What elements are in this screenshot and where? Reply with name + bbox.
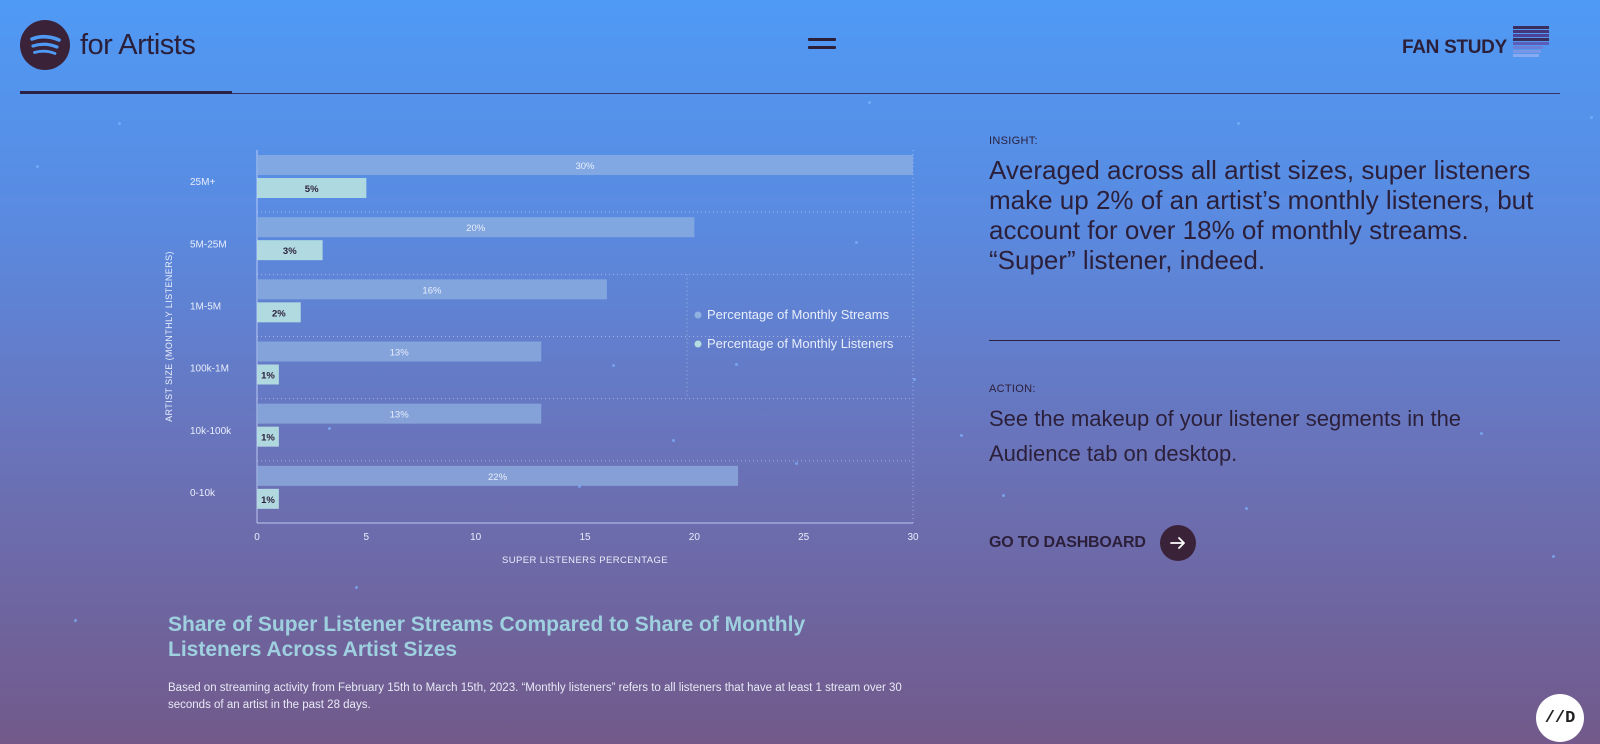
listeners-bar-label: 3% <box>283 246 297 257</box>
streams-bar-label: 30% <box>575 161 595 172</box>
listeners-bar <box>257 426 279 447</box>
header-divider <box>20 93 1560 94</box>
streams-bar-label: 13% <box>390 348 410 359</box>
listeners-bar <box>257 364 279 385</box>
legend-label: Percentage of Monthly Listeners <box>707 336 894 351</box>
y-axis-title: ARTIST SIZE (MONTHLY LISTENERS) <box>164 251 174 422</box>
insight-label: INSIGHT: <box>989 135 1038 147</box>
fan-study-link[interactable]: FAN STUDY <box>1402 26 1549 64</box>
category-tick-label: 100k-1M <box>190 364 229 375</box>
hamburger-menu-icon[interactable] <box>808 38 836 50</box>
spotify-icon <box>20 20 70 70</box>
category-tick-label: 0-10k <box>190 488 216 499</box>
fan-study-label: FAN STUDY <box>1402 37 1507 58</box>
chart-title: Share of Super Listener Streams Compared… <box>168 613 806 661</box>
listeners-bar-label: 5% <box>305 184 319 195</box>
section-divider <box>989 340 1560 341</box>
fan-study-stripes-icon <box>1512 26 1549 57</box>
x-tick-label: 5 <box>364 532 370 543</box>
streams-bar <box>257 403 542 424</box>
listeners-bar <box>257 240 323 261</box>
x-axis-title: SUPER LISTENERS PERCENTAGE <box>502 555 668 566</box>
x-tick-label: 20 <box>689 532 701 543</box>
listeners-bar-label: 2% <box>272 308 286 319</box>
streams-bar-label: 13% <box>390 410 410 421</box>
x-tick-label: 25 <box>798 532 810 543</box>
corner-badge-button[interactable]: //D <box>1536 694 1584 742</box>
action-label: ACTION: <box>989 383 1036 395</box>
streams-bar-label: 22% <box>488 472 508 483</box>
active-section-underline <box>20 91 232 94</box>
category-tick-label: 25M+ <box>190 177 215 188</box>
listeners-bar-label: 1% <box>261 495 275 506</box>
action-text: See the makeup of your listener segments… <box>989 406 1462 466</box>
listeners-bar <box>257 488 279 509</box>
legend-swatch <box>694 340 702 348</box>
listeners-bar-label: 1% <box>261 371 275 382</box>
chart-footnote: Based on streaming activity from Februar… <box>168 682 902 711</box>
go-to-dashboard-label: GO TO DASHBOARD <box>989 534 1146 551</box>
streams-bar <box>257 155 913 175</box>
x-tick-label: 10 <box>470 532 482 543</box>
category-tick-label: 5M-25M <box>190 239 227 250</box>
logo-text: for Artists <box>80 28 196 61</box>
arrow-right-icon <box>1159 525 1196 561</box>
streams-bar-label: 20% <box>466 223 486 234</box>
category-tick-label: 10k-100k <box>190 426 232 437</box>
insight-text: Averaged across all artist sizes, super … <box>989 155 1534 275</box>
x-tick-label: 30 <box>907 532 919 543</box>
x-tick-label: 0 <box>254 532 260 543</box>
listeners-bar-label: 1% <box>261 433 275 444</box>
listeners-bar <box>257 178 367 198</box>
brand-logo[interactable]: for Artists <box>20 20 196 70</box>
streams-bar <box>257 465 739 486</box>
streams-bar <box>257 341 542 362</box>
legend-swatch <box>694 311 702 319</box>
legend-label: Percentage of Monthly Streams <box>707 307 890 322</box>
super-listeners-bar-chart: 30% 5% 25M+ 20% 3% 5M-25M 16% 2% 1M-5M 13% 1% 100k-… <box>164 150 919 566</box>
x-tick-label: 15 <box>579 532 591 543</box>
category-tick-label: 1M-5M <box>190 301 221 312</box>
streams-bar <box>257 217 695 238</box>
go-to-dashboard-button[interactable]: GO TO DASHBOARD <box>989 525 1196 561</box>
streams-bar <box>257 279 607 300</box>
streams-bar-label: 16% <box>422 285 442 296</box>
listeners-bar <box>257 302 301 323</box>
